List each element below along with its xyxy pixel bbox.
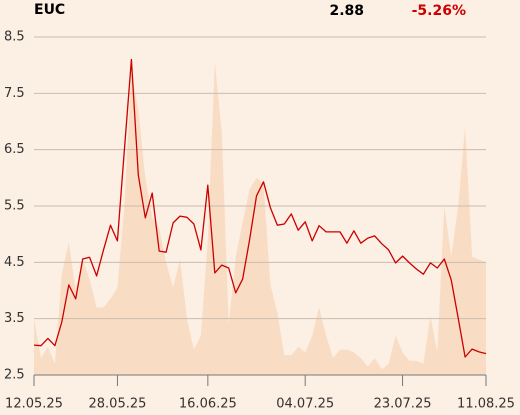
x-tick-label: 23.07.25: [374, 397, 432, 412]
volume-area: [34, 62, 486, 376]
y-tick-label: 3.5: [4, 311, 25, 326]
price: 2.88: [329, 3, 364, 19]
price-line: [33, 58, 487, 358]
x-tick-label: 16.06.25: [179, 397, 237, 412]
y-tick-label: 2.5: [4, 368, 25, 383]
x-tick-label: 04.07.25: [276, 397, 334, 412]
symbol: EUC: [34, 2, 65, 18]
x-tick-label: 11.08.25: [457, 397, 515, 412]
change: -5.26%: [412, 3, 466, 19]
y-tick-label: 4.5: [4, 255, 25, 270]
y-tick-label: 7.5: [4, 86, 25, 101]
y-tick-label: 8.5: [4, 30, 25, 45]
x-tick-label: 28.05.25: [89, 397, 147, 412]
y-tick-label: 6.5: [4, 142, 25, 157]
x-tick-label: 12.05.25: [5, 397, 63, 412]
y-tick-label: 5.5: [4, 199, 25, 214]
